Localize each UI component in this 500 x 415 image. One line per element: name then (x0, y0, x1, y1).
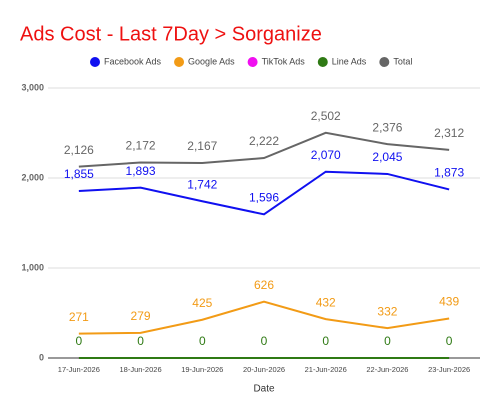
data-label: 626 (254, 278, 274, 292)
data-label: 439 (439, 295, 459, 309)
legend-label: TikTok Ads (262, 56, 306, 66)
data-label: 2,222 (249, 134, 279, 148)
data-label: 2,045 (372, 150, 402, 164)
data-label: 0 (322, 334, 329, 348)
x-tick-label: 23-Jun-2026 (428, 365, 470, 374)
series-line (78, 300, 450, 335)
data-label: 1,742 (187, 177, 217, 191)
data-label: 0 (261, 334, 268, 348)
x-tick-label: 20-Jun-2026 (243, 365, 285, 374)
data-label: 1,893 (126, 164, 156, 178)
series-line (78, 170, 450, 216)
data-label: 0 (76, 334, 83, 348)
data-label: 2,070 (311, 148, 341, 162)
data-label: 332 (377, 304, 397, 318)
legend-marker (247, 57, 258, 67)
legend-label: Google Ads (188, 56, 235, 66)
legend-marker (317, 57, 328, 67)
data-label: 0 (384, 334, 391, 348)
x-tick-label: 18-Jun-2026 (120, 365, 162, 374)
legend-label: Line Ads (332, 56, 367, 66)
y-tick-label: 1,000 (21, 262, 44, 272)
data-label: 425 (192, 296, 212, 310)
x-tick-label: 22-Jun-2026 (366, 365, 408, 374)
x-tick-label: 19-Jun-2026 (181, 365, 223, 374)
data-label: 2,502 (311, 109, 341, 123)
legend-label: Total (393, 56, 412, 66)
data-label: 2,312 (434, 126, 464, 140)
data-label: 0 (446, 334, 453, 348)
data-label: 1,873 (434, 166, 464, 180)
data-label: 0 (199, 334, 206, 348)
y-tick-label: 2,000 (21, 172, 44, 182)
legend-marker (90, 57, 100, 67)
series-line (78, 131, 450, 168)
y-tick-label: 3,000 (21, 82, 44, 92)
legend-marker (379, 57, 390, 67)
legend-marker (174, 57, 185, 67)
data-label: 2,172 (126, 139, 156, 153)
x-tick-label: 21-Jun-2026 (305, 365, 347, 374)
y-tick-label: 0 (39, 352, 44, 362)
x-axis-title: Date (253, 384, 275, 395)
chart-title: Ads Cost - Last 7Day > Sorganize (20, 23, 322, 45)
data-label: 432 (316, 295, 336, 309)
data-label: 1,855 (64, 167, 94, 181)
data-label: 0 (137, 334, 144, 348)
data-label: 2,376 (372, 120, 402, 134)
x-tick-label: 17-Jun-2026 (58, 365, 100, 374)
legend-label: Facebook Ads (104, 56, 162, 66)
data-label: 1,596 (249, 191, 279, 205)
data-label: 279 (131, 309, 151, 323)
data-label: 2,126 (64, 143, 94, 157)
data-label: 271 (69, 310, 89, 324)
data-label: 2,167 (187, 139, 217, 153)
